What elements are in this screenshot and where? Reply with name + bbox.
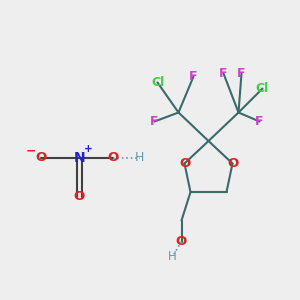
Text: N: N xyxy=(74,151,85,164)
Text: F: F xyxy=(255,115,264,128)
Text: Cl: Cl xyxy=(256,82,269,95)
Text: O: O xyxy=(227,157,238,170)
Text: O: O xyxy=(107,151,118,164)
Text: +: + xyxy=(83,144,92,154)
Text: −: − xyxy=(26,144,36,158)
Text: O: O xyxy=(176,235,187,248)
Text: F: F xyxy=(219,67,228,80)
Text: F: F xyxy=(237,67,246,80)
Text: Cl: Cl xyxy=(151,76,164,89)
Text: H: H xyxy=(168,250,177,263)
Text: F: F xyxy=(189,70,198,83)
Text: H: H xyxy=(135,151,144,164)
Text: F: F xyxy=(150,115,159,128)
Text: O: O xyxy=(179,157,190,170)
Text: O: O xyxy=(35,151,46,164)
Text: O: O xyxy=(74,190,85,203)
